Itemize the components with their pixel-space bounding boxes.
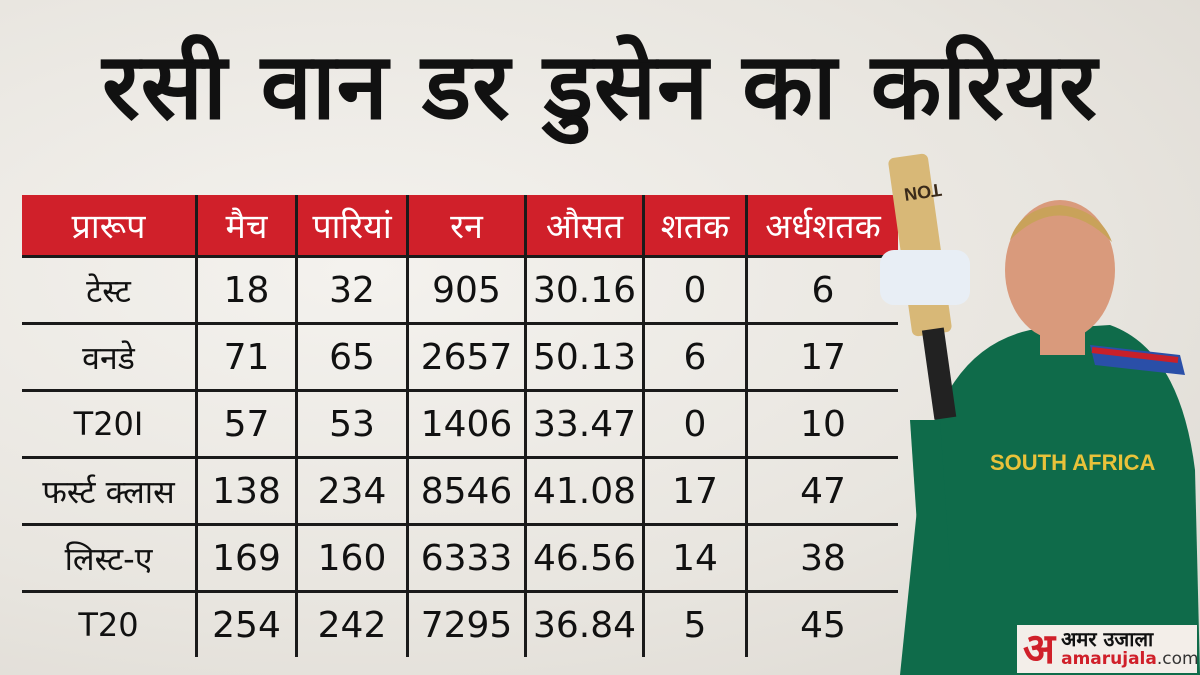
header-fifties: अर्धशतक (745, 195, 898, 257)
cell-fifties: 45 (745, 590, 898, 657)
cell-innings: 234 (295, 456, 408, 525)
table-row: लिस्ट-ए 169 160 6333 46.56 14 38 (22, 523, 898, 592)
cell-average: 46.56 (524, 523, 644, 592)
player-photo: TON SOUTH AFRICA (880, 153, 1200, 675)
header-format: प्रारूप (22, 195, 197, 257)
cell-centuries: 0 (642, 255, 747, 324)
header-runs: रन (406, 195, 526, 257)
cell-centuries: 17 (642, 456, 747, 525)
cell-runs: 1406 (406, 389, 526, 458)
cell-matches: 71 (195, 322, 297, 391)
cell-fifties: 38 (745, 523, 898, 592)
logo-mark: अ (1023, 624, 1056, 673)
cell-innings: 160 (295, 523, 408, 592)
table-row: T20I 57 53 1406 33.47 0 10 (22, 389, 898, 458)
cell-matches: 169 (195, 523, 297, 592)
cell-centuries: 5 (642, 590, 747, 657)
cell-average: 41.08 (524, 456, 644, 525)
cell-fifties: 10 (745, 389, 898, 458)
cell-innings: 65 (295, 322, 408, 391)
cell-innings: 242 (295, 590, 408, 657)
header-average: औसत (524, 195, 644, 257)
cell-matches: 57 (195, 389, 297, 458)
cell-format: टेस्ट (22, 255, 197, 324)
cell-matches: 18 (195, 255, 297, 324)
cell-fifties: 47 (745, 456, 898, 525)
logo-domain: amarujala.com (1061, 649, 1198, 669)
cell-centuries: 6 (642, 322, 747, 391)
cell-format: लिस्ट-ए (22, 523, 197, 592)
cell-format: फर्स्ट क्लास (22, 456, 197, 525)
cell-centuries: 0 (642, 389, 747, 458)
cell-average: 50.13 (524, 322, 644, 391)
cell-matches: 138 (195, 456, 297, 525)
logo-tld: .com (1156, 649, 1199, 669)
logo-domain-name: amarujala (1061, 649, 1157, 669)
career-stats-table: प्रारूप मैच पारियां रन औसत शतक अर्धशतक ट… (22, 195, 898, 657)
table-row: वनडे 71 65 2657 50.13 6 17 (22, 322, 898, 391)
cell-fifties: 6 (745, 255, 898, 324)
cell-runs: 8546 (406, 456, 526, 525)
cell-centuries: 14 (642, 523, 747, 592)
cell-matches: 254 (195, 590, 297, 657)
cell-format: T20 (22, 590, 197, 657)
cell-runs: 7295 (406, 590, 526, 657)
table-row: टेस्ट 18 32 905 30.16 0 6 (22, 255, 898, 324)
cell-format: वनडे (22, 322, 197, 391)
table-row: फर्स्ट क्लास 138 234 8546 41.08 17 47 (22, 456, 898, 525)
amar-ujala-logo: अ अमर उजाला amarujala.com (1017, 624, 1199, 673)
cell-average: 30.16 (524, 255, 644, 324)
cell-format: T20I (22, 389, 197, 458)
cell-runs: 6333 (406, 523, 526, 592)
table-row: T20 254 242 7295 36.84 5 45 (22, 590, 898, 657)
header-matches: मैच (195, 195, 297, 257)
cell-average: 36.84 (524, 590, 644, 657)
cell-average: 33.47 (524, 389, 644, 458)
header-innings: पारियां (295, 195, 408, 257)
logo-hindi: अमर उजाला (1061, 627, 1154, 651)
cell-innings: 53 (295, 389, 408, 458)
jersey-text: SOUTH AFRICA (990, 450, 1156, 475)
cell-fifties: 17 (745, 322, 898, 391)
cell-runs: 905 (406, 255, 526, 324)
table-header-row: प्रारूप मैच पारियां रन औसत शतक अर्धशतक (22, 195, 898, 257)
cell-runs: 2657 (406, 322, 526, 391)
cell-innings: 32 (295, 255, 408, 324)
page-title: रसी वान डर डुसेन का करियर (102, 33, 1098, 140)
header-centuries: शतक (642, 195, 747, 257)
